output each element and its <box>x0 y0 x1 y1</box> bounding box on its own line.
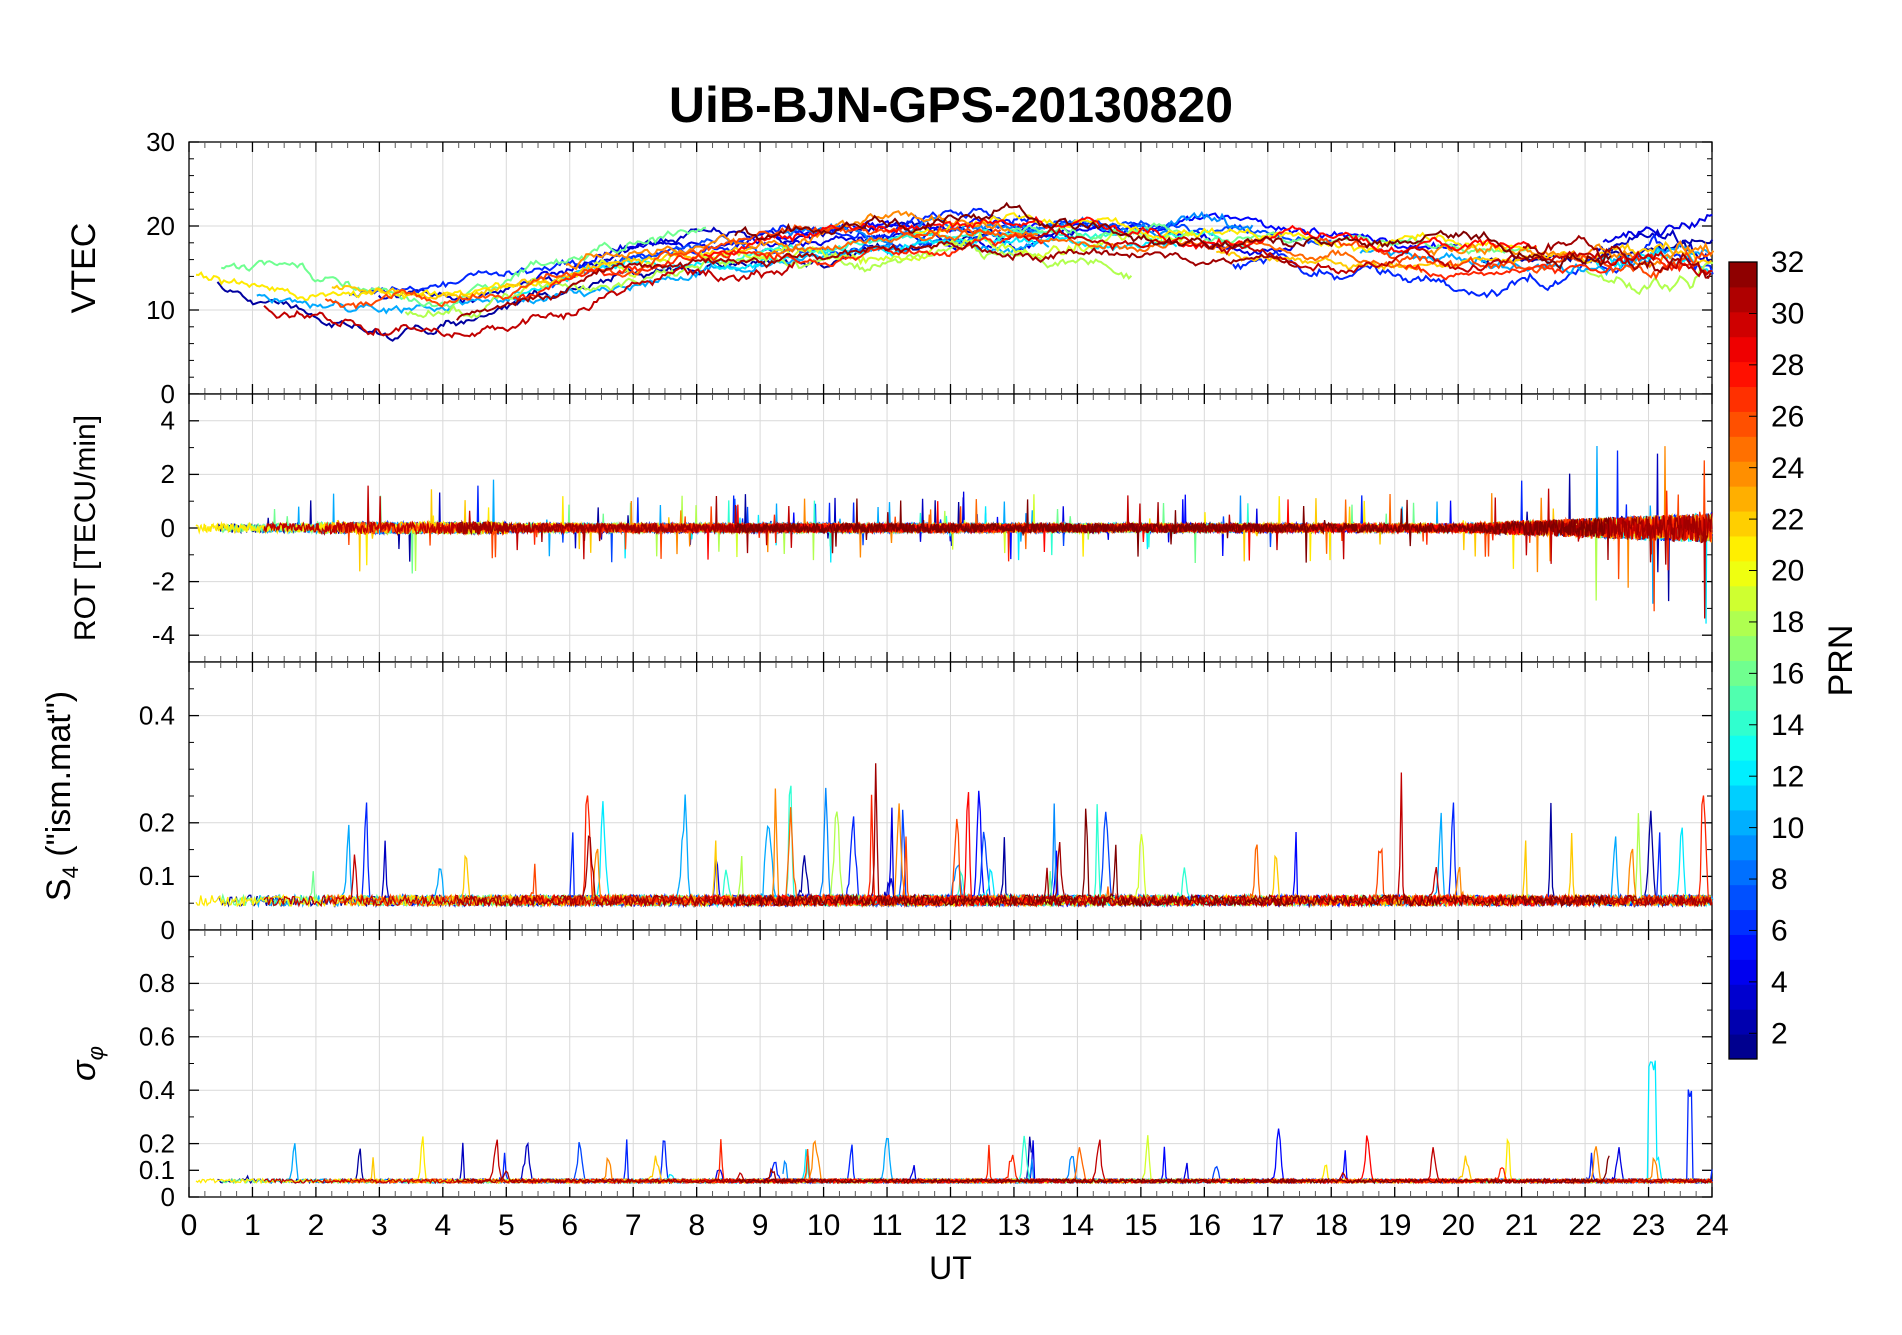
svg-text:14: 14 <box>1771 709 1804 742</box>
svg-text:4: 4 <box>1771 966 1788 999</box>
svg-text:5: 5 <box>498 1209 515 1242</box>
svg-text:σφ: σφ <box>65 1046 108 1081</box>
svg-text:0.4: 0.4 <box>139 1075 175 1105</box>
svg-text:8: 8 <box>1771 863 1788 896</box>
svg-text:10: 10 <box>1771 812 1804 845</box>
svg-text:8: 8 <box>688 1209 705 1242</box>
svg-text:22: 22 <box>1568 1209 1601 1242</box>
svg-text:-4: -4 <box>152 620 175 650</box>
svg-text:0.4: 0.4 <box>139 700 175 730</box>
svg-text:12: 12 <box>934 1209 967 1242</box>
svg-text:23: 23 <box>1632 1209 1665 1242</box>
svg-text:-2: -2 <box>152 566 175 596</box>
svg-text:0: 0 <box>161 513 175 543</box>
svg-text:7: 7 <box>625 1209 642 1242</box>
svg-text:26: 26 <box>1771 400 1804 433</box>
svg-text:18: 18 <box>1771 606 1804 639</box>
svg-text:VTEC: VTEC <box>65 223 103 314</box>
svg-text:4: 4 <box>434 1209 451 1242</box>
svg-text:PRN: PRN <box>1822 625 1860 697</box>
svg-text:17: 17 <box>1251 1209 1284 1242</box>
svg-text:11: 11 <box>871 1209 902 1242</box>
svg-text:30: 30 <box>1771 298 1804 331</box>
svg-text:6: 6 <box>1771 915 1788 948</box>
svg-text:4: 4 <box>161 406 175 436</box>
svg-text:20: 20 <box>146 211 175 241</box>
svg-text:20: 20 <box>1771 555 1804 588</box>
svg-text:0: 0 <box>161 379 175 409</box>
svg-text:12: 12 <box>1771 760 1804 793</box>
svg-text:ROT [TECU/min]: ROT [TECU/min] <box>69 415 102 641</box>
svg-text:10: 10 <box>146 295 175 325</box>
svg-text:0.2: 0.2 <box>139 1128 175 1158</box>
svg-text:32: 32 <box>1771 246 1804 279</box>
svg-text:1: 1 <box>244 1209 261 1242</box>
svg-text:16: 16 <box>1771 658 1804 691</box>
svg-text:14: 14 <box>1061 1209 1094 1242</box>
svg-text:0.1: 0.1 <box>139 1155 175 1185</box>
svg-text:19: 19 <box>1378 1209 1411 1242</box>
svg-text:28: 28 <box>1771 349 1804 382</box>
svg-text:10: 10 <box>807 1209 840 1242</box>
svg-text:0.8: 0.8 <box>139 968 175 998</box>
svg-text:0: 0 <box>161 915 175 945</box>
svg-text:UT: UT <box>929 1250 972 1286</box>
svg-text:24: 24 <box>1771 452 1804 485</box>
svg-text:S4 ("ism.mat"): S4 ("ism.mat") <box>40 691 83 901</box>
svg-text:21: 21 <box>1505 1209 1538 1242</box>
svg-text:2: 2 <box>1771 1017 1788 1050</box>
svg-text:13: 13 <box>997 1209 1030 1242</box>
svg-text:2: 2 <box>308 1209 325 1242</box>
svg-text:6: 6 <box>561 1209 578 1242</box>
svg-text:20: 20 <box>1441 1209 1474 1242</box>
svg-text:9: 9 <box>752 1209 769 1242</box>
svg-text:0.6: 0.6 <box>139 1022 175 1052</box>
svg-text:18: 18 <box>1315 1209 1348 1242</box>
svg-text:0.1: 0.1 <box>139 861 175 891</box>
svg-text:15: 15 <box>1124 1209 1157 1242</box>
svg-text:0: 0 <box>161 1182 175 1212</box>
svg-text:3: 3 <box>371 1209 388 1242</box>
svg-text:0.2: 0.2 <box>139 808 175 838</box>
svg-text:2: 2 <box>161 459 175 489</box>
svg-text:0: 0 <box>181 1209 198 1242</box>
svg-text:24: 24 <box>1695 1209 1728 1242</box>
svg-text:16: 16 <box>1188 1209 1221 1242</box>
svg-text:22: 22 <box>1771 503 1804 536</box>
